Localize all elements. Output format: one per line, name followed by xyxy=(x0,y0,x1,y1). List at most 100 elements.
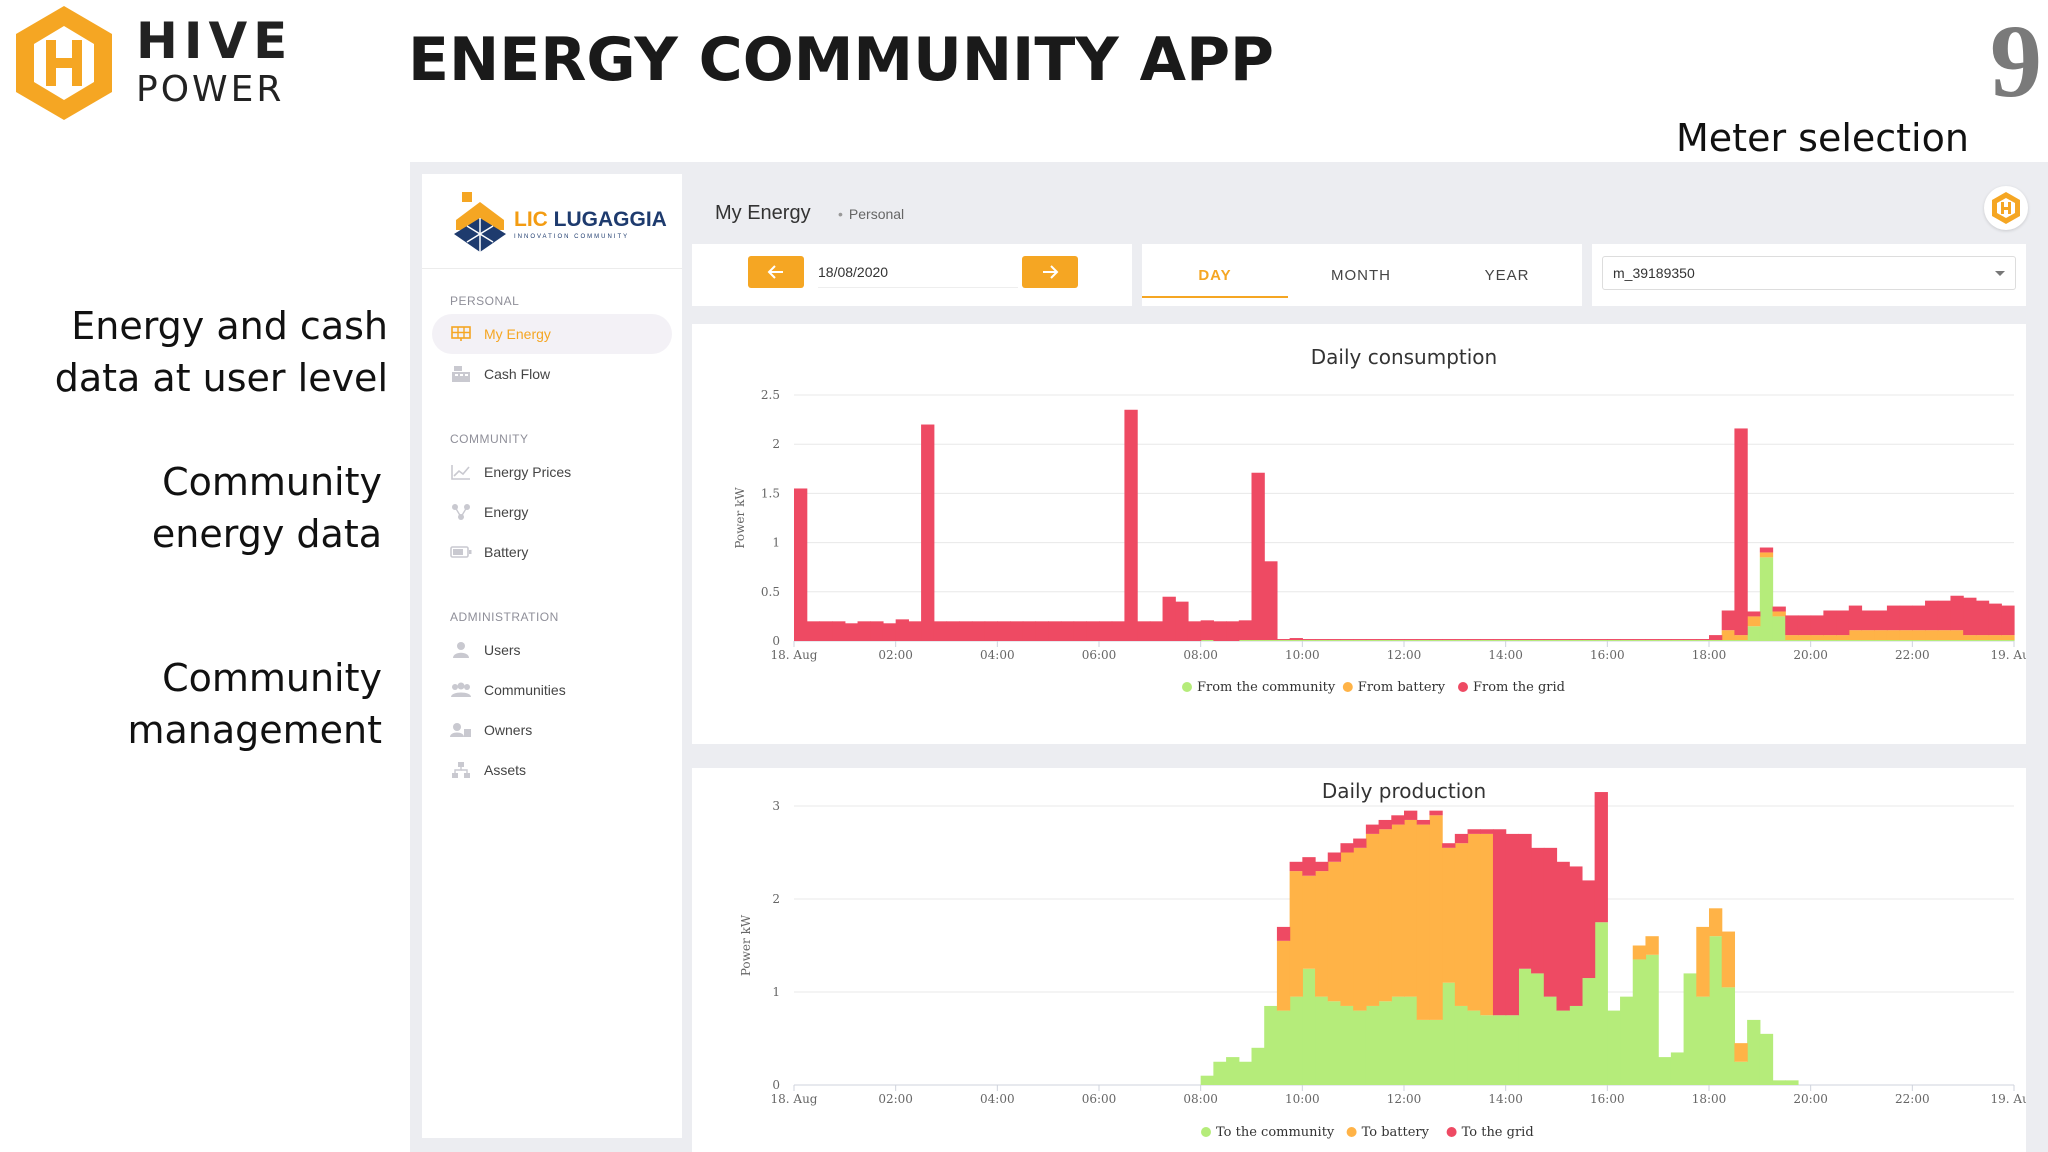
data-bar xyxy=(1670,1052,1685,1085)
data-bar xyxy=(1810,615,1824,636)
x-tick-label: 04:00 xyxy=(980,648,1015,662)
meter-select[interactable]: m_39189350 xyxy=(1602,256,2016,290)
data-bar xyxy=(1632,945,1647,960)
data-bar xyxy=(1581,880,1596,979)
data-bar xyxy=(1734,640,1748,641)
sidebar-item-users[interactable]: Users xyxy=(432,630,672,670)
data-bar xyxy=(1467,1010,1481,1085)
breadcrumb[interactable]: • Personal xyxy=(838,206,904,222)
data-bar xyxy=(1264,561,1278,641)
data-bar xyxy=(1315,639,1329,641)
data-bar xyxy=(1492,640,1507,641)
data-bar xyxy=(1848,630,1863,641)
data-bar xyxy=(1340,843,1354,853)
data-bar xyxy=(1391,640,1405,641)
data-bar xyxy=(1327,1001,1342,1085)
x-tick-label: 19. Aug xyxy=(1991,648,2026,662)
x-tick-label: 06:00 xyxy=(1082,1092,1117,1106)
x-tick-label: 19. Aug xyxy=(1991,1092,2026,1106)
logo-title-main: LUGAGGIA xyxy=(553,208,667,231)
data-bar xyxy=(1886,630,1901,641)
sidebar-item-communities[interactable]: Communities xyxy=(432,670,672,710)
data-bar xyxy=(1276,926,1291,941)
previous-day-button[interactable] xyxy=(748,256,804,288)
tab-month[interactable]: MONTH xyxy=(1331,266,1391,284)
breadcrumb-label: Personal xyxy=(848,206,905,222)
tab-day[interactable]: DAY xyxy=(1142,244,1288,306)
y-tick-label: 1 xyxy=(772,536,780,550)
data-bar xyxy=(1378,819,1392,830)
data-bar xyxy=(1950,640,1964,641)
user-avatar[interactable] xyxy=(1984,186,2028,230)
data-bar xyxy=(1442,843,1456,848)
x-tick-label: 04:00 xyxy=(980,1092,1015,1106)
data-bar xyxy=(1492,639,1507,641)
data-bar xyxy=(1302,639,1316,641)
sidebar-item-cash-flow[interactable]: Cash Flow xyxy=(432,354,672,394)
sidebar-item-label: Battery xyxy=(484,544,529,560)
data-bar xyxy=(1467,639,1481,641)
data-bar xyxy=(1937,630,1952,641)
data-bar xyxy=(1302,968,1316,1085)
sidebar-item-owners[interactable]: Owners xyxy=(432,710,672,750)
x-tick-label: 08:00 xyxy=(1183,1092,1218,1106)
sidebar-item-my-energy[interactable]: My Energy xyxy=(432,314,672,354)
lic-lugaggia-logo[interactable]: LIC LUGAGGIA INNOVATION COMMUNITY xyxy=(450,190,667,260)
data-bar xyxy=(1734,635,1748,641)
data-bar xyxy=(1556,1010,1570,1085)
data-bar xyxy=(1531,640,1545,641)
x-tick-label: 16:00 xyxy=(1590,648,1625,662)
data-bar xyxy=(1543,640,1558,641)
data-bar xyxy=(1899,605,1913,631)
data-bar xyxy=(1340,640,1354,641)
data-bar xyxy=(1759,547,1774,553)
legend-label: From the community xyxy=(1197,680,1336,695)
data-bar xyxy=(1683,639,1697,641)
data-bar xyxy=(1874,610,1888,631)
data-bar xyxy=(921,424,935,641)
brand-subtitle: POWER xyxy=(136,69,285,110)
data-bar xyxy=(1581,639,1596,641)
data-bar xyxy=(1429,810,1443,816)
legend-label: To the community xyxy=(1216,1125,1335,1140)
data-bar xyxy=(1709,640,1723,641)
sidebar-item-label: Owners xyxy=(484,722,533,738)
data-bar xyxy=(1683,973,1697,1085)
data-bar xyxy=(1531,639,1545,641)
x-tick-label: 14:00 xyxy=(1488,1092,1523,1106)
section-label-community: COMMUNITY xyxy=(450,432,529,446)
caption-line: Community xyxy=(162,460,382,504)
data-bar xyxy=(1264,640,1278,641)
chart-title: Daily production xyxy=(1322,779,1486,803)
data-bar xyxy=(1048,621,1062,641)
data-bar xyxy=(1111,621,1126,641)
data-bar xyxy=(1823,640,1837,641)
data-bar xyxy=(1378,1001,1392,1085)
data-bar xyxy=(1899,640,1913,641)
data-bar xyxy=(1238,620,1253,641)
meter-select-value: m_39189350 xyxy=(1613,265,1695,281)
y-tick-label: 2 xyxy=(772,437,780,451)
data-bar xyxy=(1353,847,1367,1011)
date-field[interactable]: 18/08/2020 xyxy=(818,256,1018,288)
data-bar xyxy=(1925,630,1939,641)
data-bar xyxy=(1099,621,1113,641)
sidebar-item-energy-prices[interactable]: Energy Prices xyxy=(432,452,672,492)
arrow-left-icon xyxy=(767,265,783,279)
sidebar-item-label: Energy Prices xyxy=(484,464,572,480)
sidebar-item-assets[interactable]: Assets xyxy=(432,750,672,790)
data-bar xyxy=(1315,871,1329,997)
data-bar xyxy=(794,488,808,641)
data-bar xyxy=(1124,409,1138,641)
data-bar xyxy=(1416,824,1431,1020)
data-bar xyxy=(1213,1061,1227,1085)
tab-year[interactable]: YEAR xyxy=(1484,266,1530,284)
data-bar xyxy=(1073,621,1087,641)
sidebar-item-battery[interactable]: Battery xyxy=(432,532,672,572)
data-bar xyxy=(1607,640,1621,641)
data-bar xyxy=(1429,639,1443,641)
data-bar xyxy=(1213,621,1227,641)
sidebar-item-energy[interactable]: Energy xyxy=(432,492,672,532)
next-day-button[interactable] xyxy=(1022,256,1078,288)
data-bar xyxy=(1861,610,1875,631)
